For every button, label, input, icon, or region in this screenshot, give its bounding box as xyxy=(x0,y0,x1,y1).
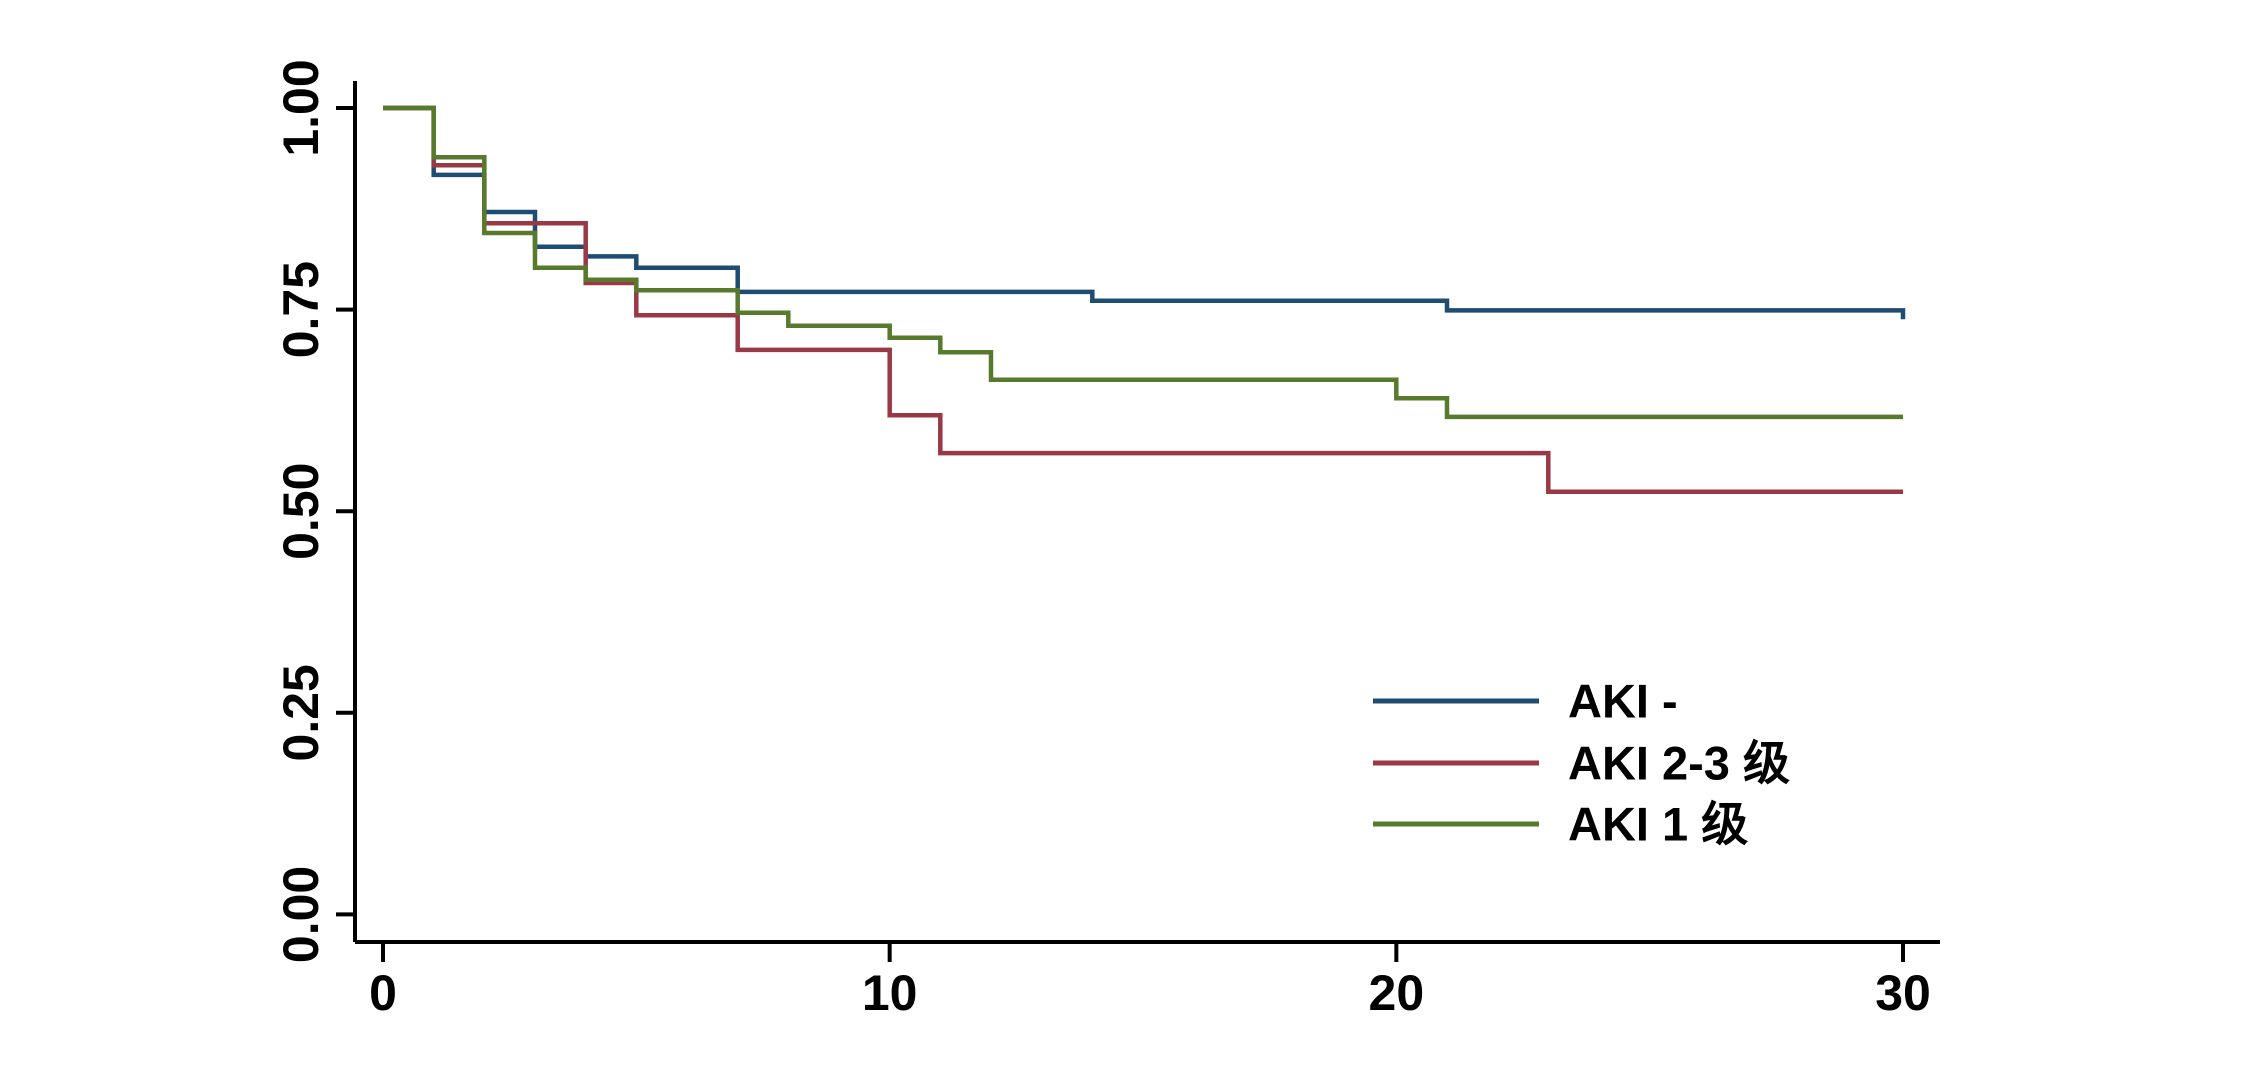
y-tick-label: 0.50 xyxy=(273,463,329,560)
legend-label: AKI 1 级 xyxy=(1568,798,1748,851)
y-tick-label: 0.25 xyxy=(273,664,329,761)
y-tick-label: 0.00 xyxy=(273,866,329,963)
legend-label: AKI 2-3 级 xyxy=(1568,737,1790,790)
x-tick-label: 20 xyxy=(1369,965,1425,1021)
x-tick-label: 0 xyxy=(369,965,397,1021)
legend-label: AKI - xyxy=(1568,675,1678,728)
series-line-aki-1-级 xyxy=(383,105,1903,420)
series-line-aki-2-3-级 xyxy=(383,105,1903,495)
x-tick-label: 10 xyxy=(862,965,918,1021)
y-tick-label: 1.00 xyxy=(273,59,329,156)
x-tick-label: 30 xyxy=(1875,965,1931,1021)
y-tick-label: 0.75 xyxy=(273,261,329,358)
series-line-aki-- xyxy=(383,105,1906,320)
